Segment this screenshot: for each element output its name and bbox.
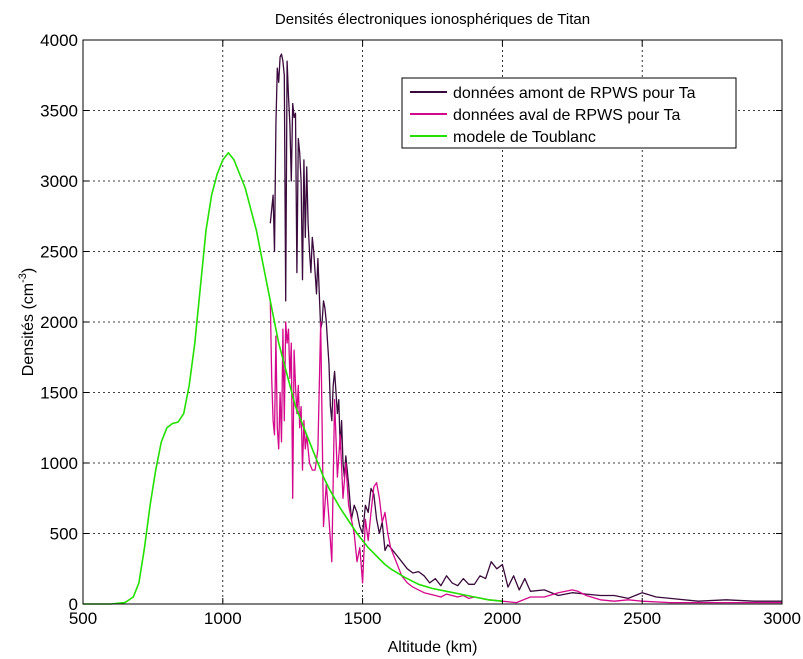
x-tick-label: 1500	[344, 609, 382, 628]
plot-lines	[83, 53, 782, 605]
x-tick-label: 2500	[623, 609, 661, 628]
y-tick-label: 2500	[40, 243, 78, 262]
y-tick-label: 1000	[40, 454, 78, 473]
grid	[83, 40, 782, 604]
legend: données amont de RPWS pour Ta données ava…	[401, 77, 737, 149]
x-tick-label: 1000	[204, 609, 242, 628]
x-tick-label: 3000	[763, 609, 801, 628]
y-tick-label: 500	[50, 525, 78, 544]
chart-title: Densités électroniques ionosphériques de…	[275, 11, 590, 28]
x-tick-label: 500	[69, 609, 97, 628]
series-line-2	[269, 300, 782, 604]
y-axis-label-main: Densités (cm	[20, 283, 37, 376]
legend-box	[401, 77, 737, 149]
legend-label: modele de Toublanc	[453, 129, 596, 146]
series-line-3	[83, 152, 503, 605]
y-tick-label: 3500	[40, 102, 78, 121]
y-axis-label-exponent: -3	[17, 273, 29, 283]
y-tick-label: 2000	[40, 313, 78, 332]
x-axis-label: Altitude (km)	[388, 639, 478, 656]
y-axis-label: Densités (cm-3)	[17, 268, 37, 376]
legend-label: données aval de RPWS pour Ta	[453, 107, 681, 124]
y-tick-label: 0	[69, 595, 78, 614]
y-tick-label: 1500	[40, 384, 78, 403]
x-tick-label: 2000	[483, 609, 521, 628]
y-axis-label-suffix: )	[20, 268, 37, 273]
ticks: 500 1000 1500 2000 2500 300005001000150020002…	[40, 31, 801, 628]
legend-label: données amont de RPWS pour Ta	[453, 85, 696, 102]
y-tick-label: 3000	[40, 172, 78, 191]
y-tick-label: 4000	[40, 31, 78, 50]
series-line-1	[269, 53, 782, 602]
